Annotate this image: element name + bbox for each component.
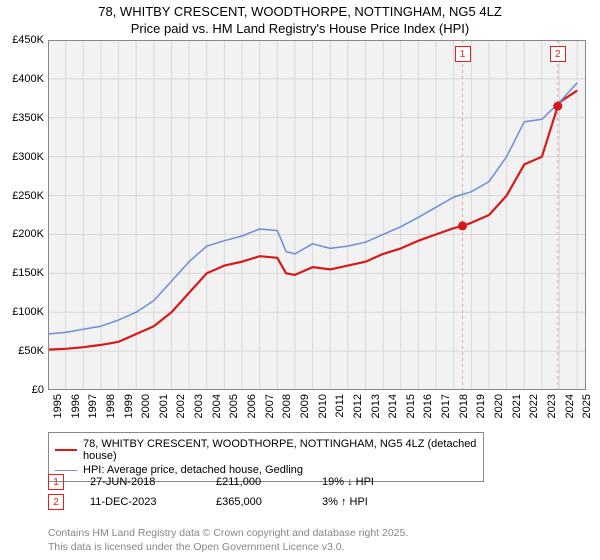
y-tick-label: £250K: [0, 190, 44, 202]
event-date-1: 27-JUN-2018: [90, 476, 190, 488]
y-tick-label: £450K: [0, 34, 44, 46]
x-tick-label: 2012: [352, 394, 364, 418]
x-tick-label: 2020: [493, 394, 505, 418]
event-delta-1: 19% ↓ HPI: [322, 476, 422, 488]
x-tick-label: 2003: [193, 394, 205, 418]
x-tick-label: 2014: [387, 394, 399, 418]
x-tick-label: 1997: [87, 394, 99, 418]
x-tick-label: 1999: [123, 394, 135, 418]
event-price-1: £211,000: [216, 476, 296, 488]
footer: Contains HM Land Registry data © Crown c…: [48, 526, 586, 554]
x-tick-label: 1996: [70, 394, 82, 418]
legend-swatch-price-paid: [55, 449, 77, 451]
x-tick-label: 2025: [581, 394, 593, 418]
x-tick-label: 2022: [528, 394, 540, 418]
event-delta-2: 3% ↑ HPI: [322, 496, 422, 508]
x-tick-label: 2021: [511, 394, 523, 418]
x-tick-label: 2023: [546, 394, 558, 418]
x-tick-label: 2007: [264, 394, 276, 418]
x-tick-label: 2024: [564, 394, 576, 418]
x-tick-label: 2017: [440, 394, 452, 418]
y-tick-label: £0: [0, 384, 44, 396]
y-tick-label: £100K: [0, 306, 44, 318]
footer-line1: Contains HM Land Registry data © Crown c…: [48, 526, 586, 540]
x-tick-label: 2013: [370, 394, 382, 418]
x-tick-label: 2001: [158, 394, 170, 418]
event-date-2: 11-DEC-2023: [90, 496, 190, 508]
chart-title-line2: Price paid vs. HM Land Registry's House …: [0, 21, 600, 36]
event-marker-badge: 2: [550, 46, 566, 62]
chart-title-line1: 78, WHITBY CRESCENT, WOODTHORPE, NOTTING…: [0, 4, 600, 19]
plot-area: [48, 40, 586, 390]
y-tick-label: £350K: [0, 112, 44, 124]
x-tick-label: 2004: [211, 394, 223, 418]
x-tick-label: 2008: [281, 394, 293, 418]
footer-line2: This data is licensed under the Open Gov…: [48, 540, 586, 554]
x-tick-label: 2009: [299, 394, 311, 418]
y-tick-label: £400K: [0, 73, 44, 85]
y-tick-label: £50K: [0, 345, 44, 357]
x-tick-label: 2015: [405, 394, 417, 418]
x-tick-label: 2006: [246, 394, 258, 418]
event-row-1: 1 27-JUN-2018 £211,000 19% ↓ HPI: [48, 472, 586, 492]
x-tick-label: 2000: [140, 394, 152, 418]
legend-swatch-hpi: [55, 470, 77, 471]
x-tick-label: 2002: [175, 394, 187, 418]
x-tick-label: 2016: [422, 394, 434, 418]
x-tick-label: 1998: [105, 394, 117, 418]
x-tick-label: 2018: [458, 394, 470, 418]
legend-item-price-paid: 78, WHITBY CRESCENT, WOODTHORPE, NOTTING…: [55, 437, 477, 463]
event-badge-1: 1: [48, 474, 64, 490]
x-tick-label: 2019: [475, 394, 487, 418]
x-tick-label: 2010: [317, 394, 329, 418]
x-tick-label: 2005: [228, 394, 240, 418]
x-tick-label: 2011: [334, 394, 346, 418]
event-badge-2: 2: [48, 494, 64, 510]
y-tick-label: £200K: [0, 228, 44, 240]
y-tick-label: £300K: [0, 151, 44, 163]
y-tick-label: £150K: [0, 267, 44, 279]
event-row-2: 2 11-DEC-2023 £365,000 3% ↑ HPI: [48, 492, 586, 512]
event-marker-badge: 1: [455, 46, 471, 62]
legend-label-price-paid: 78, WHITBY CRESCENT, WOODTHORPE, NOTTING…: [83, 438, 477, 462]
event-price-2: £365,000: [216, 496, 296, 508]
x-tick-label: 1995: [52, 394, 64, 418]
chart-svg: [48, 40, 586, 390]
chart-container: { "titles": { "line1": "78, WHITBY CRESC…: [0, 0, 600, 560]
event-table: 1 27-JUN-2018 £211,000 19% ↓ HPI 2 11-DE…: [48, 472, 586, 512]
